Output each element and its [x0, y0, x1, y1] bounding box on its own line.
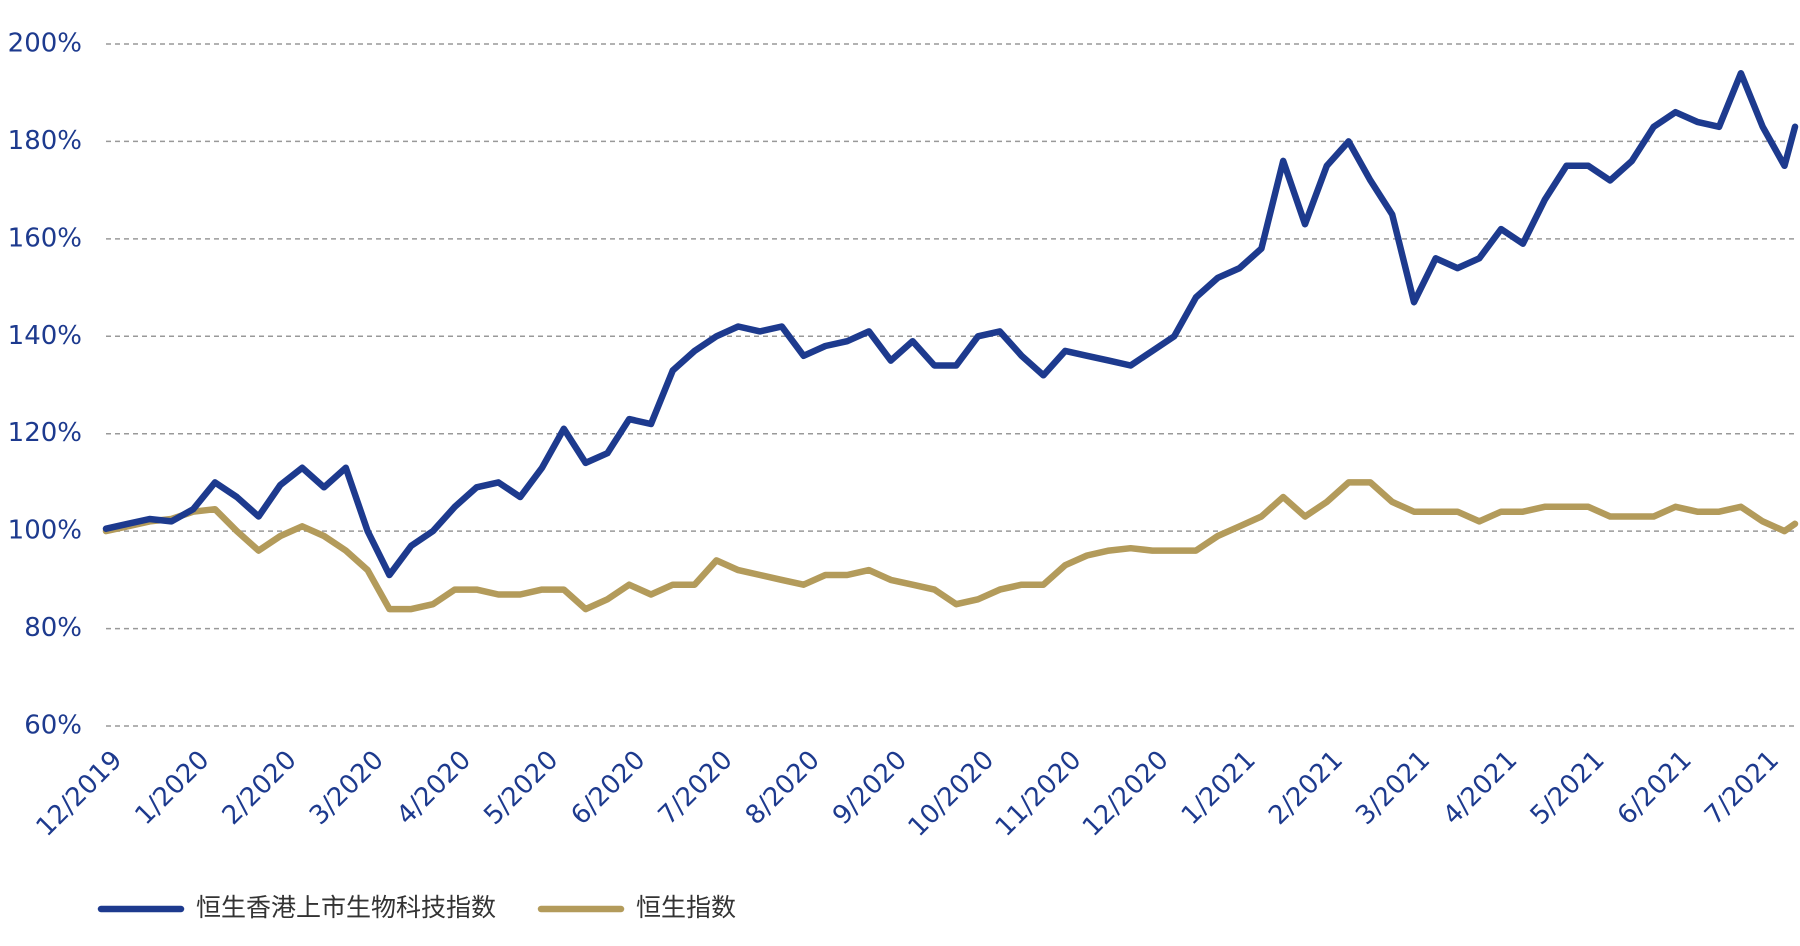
x-tick-label: 12/2020 [1077, 745, 1175, 843]
x-tick-label: 2/2020 [217, 745, 303, 831]
x-tick-label: 1/2020 [130, 745, 216, 831]
y-tick-label: 200% [8, 29, 82, 59]
x-tick-label: 2/2021 [1263, 745, 1349, 831]
y-tick-label: 120% [8, 418, 82, 448]
x-tick-label: 7/2020 [653, 745, 739, 831]
x-tick-label: 5/2020 [478, 745, 564, 831]
legend-text: 恒生香港上市生物科技指数 [196, 893, 496, 922]
x-tick-label: 4/2021 [1437, 745, 1523, 831]
y-tick-label: 140% [8, 321, 82, 351]
x-tick-label: 6/2020 [566, 745, 652, 831]
x-tick-label: 9/2020 [827, 745, 913, 831]
legend-text: 恒生指数 [636, 893, 736, 922]
y-tick-label: 160% [8, 223, 82, 253]
y-tick-label: 180% [8, 126, 82, 156]
y-tick-label: 80% [24, 613, 82, 643]
x-tick-label: 7/2021 [1699, 745, 1785, 831]
y-tick-label: 100% [8, 516, 82, 546]
x-tick-label: 1/2021 [1176, 745, 1262, 831]
x-tick-label: 12/2019 [31, 745, 129, 843]
x-tick-label: 5/2021 [1525, 745, 1611, 831]
x-tick-label: 3/2021 [1350, 745, 1436, 831]
x-tick-label: 11/2020 [990, 745, 1088, 843]
x-tick-label: 10/2020 [903, 745, 1001, 843]
x-tick-label: 3/2020 [304, 745, 390, 831]
x-tick-label: 4/2020 [391, 745, 477, 831]
y-tick-label: 60% [24, 711, 82, 741]
series-line [102, 479, 1799, 613]
series-line [102, 69, 1799, 579]
x-tick-label: 8/2020 [740, 745, 826, 831]
x-tick-label: 6/2021 [1612, 745, 1698, 831]
